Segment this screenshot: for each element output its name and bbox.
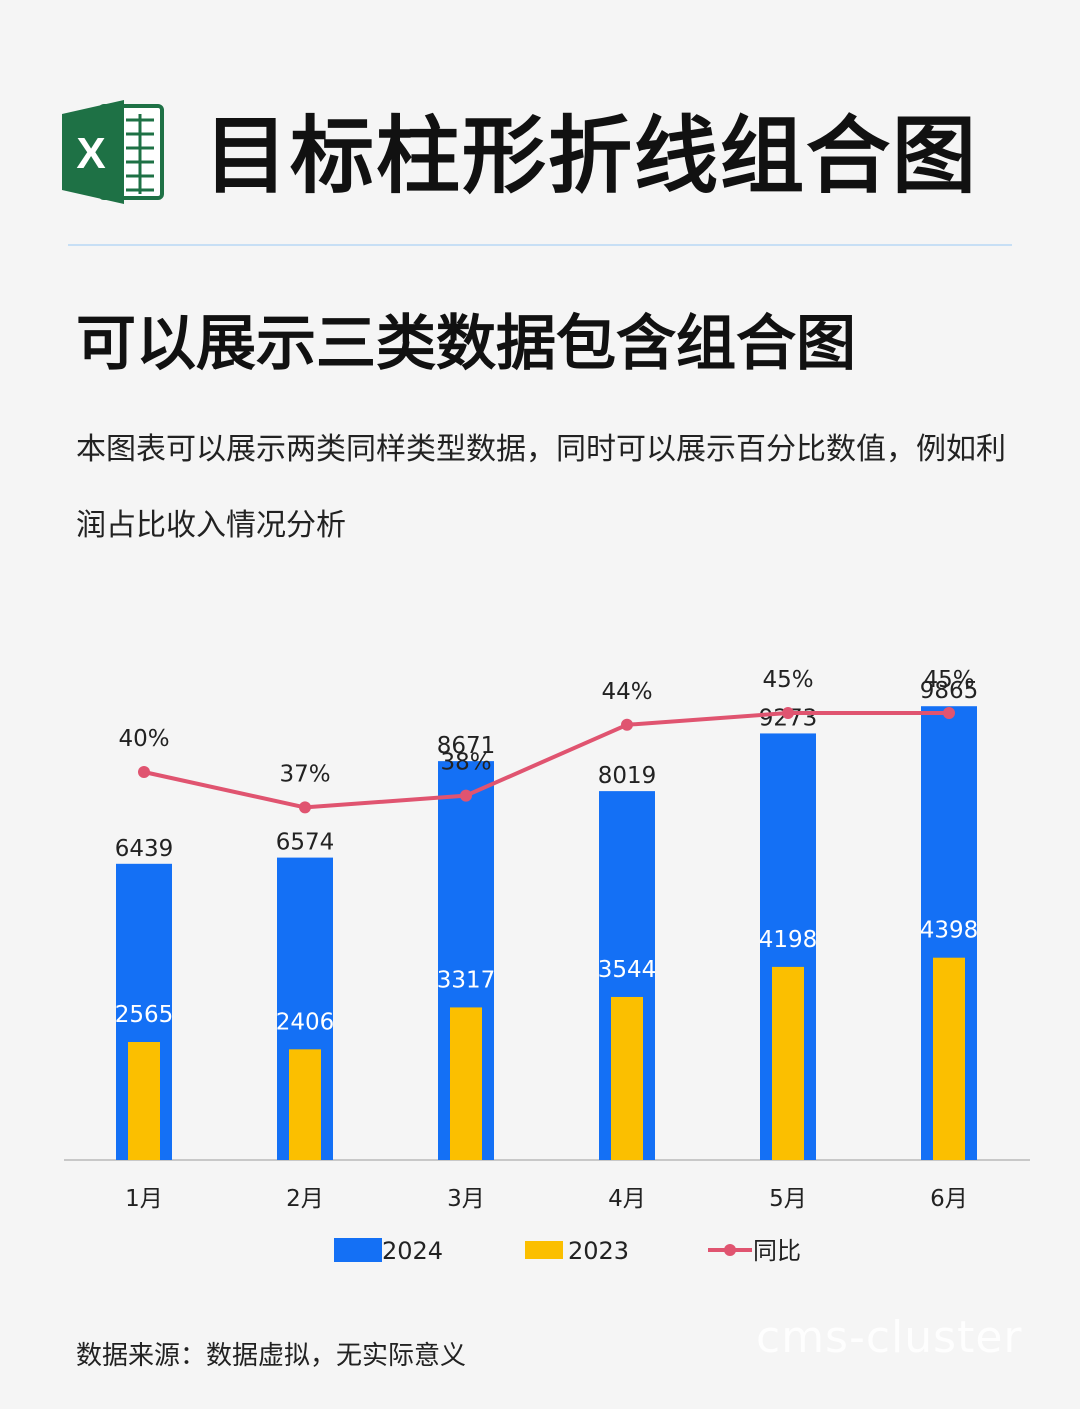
yoy-point [460, 789, 472, 802]
bar-2023 [128, 1042, 160, 1160]
data-label-2023: 3317 [437, 967, 496, 993]
yoy-point [782, 707, 794, 719]
legend-swatch-2023 [525, 1241, 563, 1259]
description: 本图表可以展示两类同样类型数据，同时可以展示百分比数值，例如利润占比收入情况分析 [76, 432, 1006, 543]
subtitle: 可以展示三类数据包含组合图 [76, 309, 856, 379]
yoy-label: 45% [762, 667, 813, 693]
divider [68, 244, 1012, 246]
yoy-line [143, 711, 949, 810]
watermark: cms-cluster [756, 1312, 1023, 1363]
yoy-label: 45% [923, 667, 974, 693]
data-label-2024: 6574 [276, 830, 335, 856]
x-tick-label: 5月 [769, 1186, 807, 1212]
excel-logo-letter: X [76, 129, 105, 178]
excel-icon: X [62, 100, 164, 204]
bar-2023 [450, 1007, 482, 1160]
x-tick-label: 1月 [125, 1186, 163, 1212]
data-label-2024: 6439 [115, 836, 174, 862]
legend-swatch-2024 [334, 1238, 382, 1262]
bar-2023 [772, 966, 804, 1160]
data-label-2023: 2406 [276, 1009, 335, 1035]
yoy-point [299, 801, 311, 814]
x-tick-label: 2月 [286, 1186, 324, 1212]
data-label-2023: 4198 [759, 927, 818, 953]
data-label-2023: 2565 [115, 1002, 174, 1028]
data-label-2024: 9865 [920, 678, 979, 704]
yoy-point [138, 766, 150, 778]
legend-label-yoy: 同比 [753, 1237, 801, 1265]
combo-chart: 6439 2565 1月 6574 2406 2月 8671 3317 3月 8019 3544 4月… [64, 667, 1030, 1265]
bar-2023 [289, 1049, 321, 1160]
bar-2023 [933, 957, 965, 1160]
yoy-label: 40% [118, 726, 169, 752]
legend-label-2024: 2024 [382, 1237, 443, 1265]
yoy-label: 38% [440, 750, 491, 776]
page-title: 目标柱形折线组合图 [204, 107, 979, 205]
legend-swatch-yoy-point [724, 1244, 736, 1256]
data-label-2024: 8019 [598, 763, 657, 789]
yoy-point [943, 707, 955, 719]
header: X 目标柱形折线组合图 [62, 100, 1022, 205]
yoy-label: 37% [279, 761, 330, 787]
bar-2023 [611, 996, 643, 1160]
legend-label-2023: 2023 [568, 1237, 629, 1265]
yoy-point [621, 718, 633, 731]
data-label-2023: 4398 [920, 918, 979, 944]
x-tick-label: 4月 [608, 1186, 646, 1212]
source-note: 数据来源：数据虚拟，无实际意义 [76, 1341, 467, 1371]
data-label-2024: 8671 [437, 733, 496, 759]
yoy-label: 44% [601, 679, 652, 705]
x-tick-label: 6月 [930, 1186, 968, 1212]
x-tick-label: 3月 [447, 1186, 485, 1212]
data-label-2023: 3544 [598, 957, 657, 983]
